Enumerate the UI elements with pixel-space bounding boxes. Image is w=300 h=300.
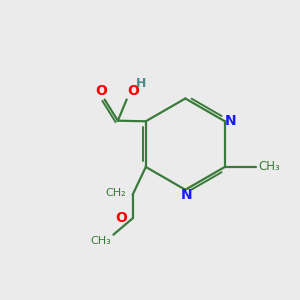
Text: H: H [136,77,146,90]
Text: N: N [224,114,236,128]
Text: CH₃: CH₃ [258,160,280,173]
Text: CH₂: CH₂ [106,188,126,197]
Text: O: O [95,84,107,98]
Text: N: N [181,188,193,202]
Text: O: O [115,212,127,226]
Text: CH₃: CH₃ [90,236,111,246]
Text: O: O [128,84,140,98]
